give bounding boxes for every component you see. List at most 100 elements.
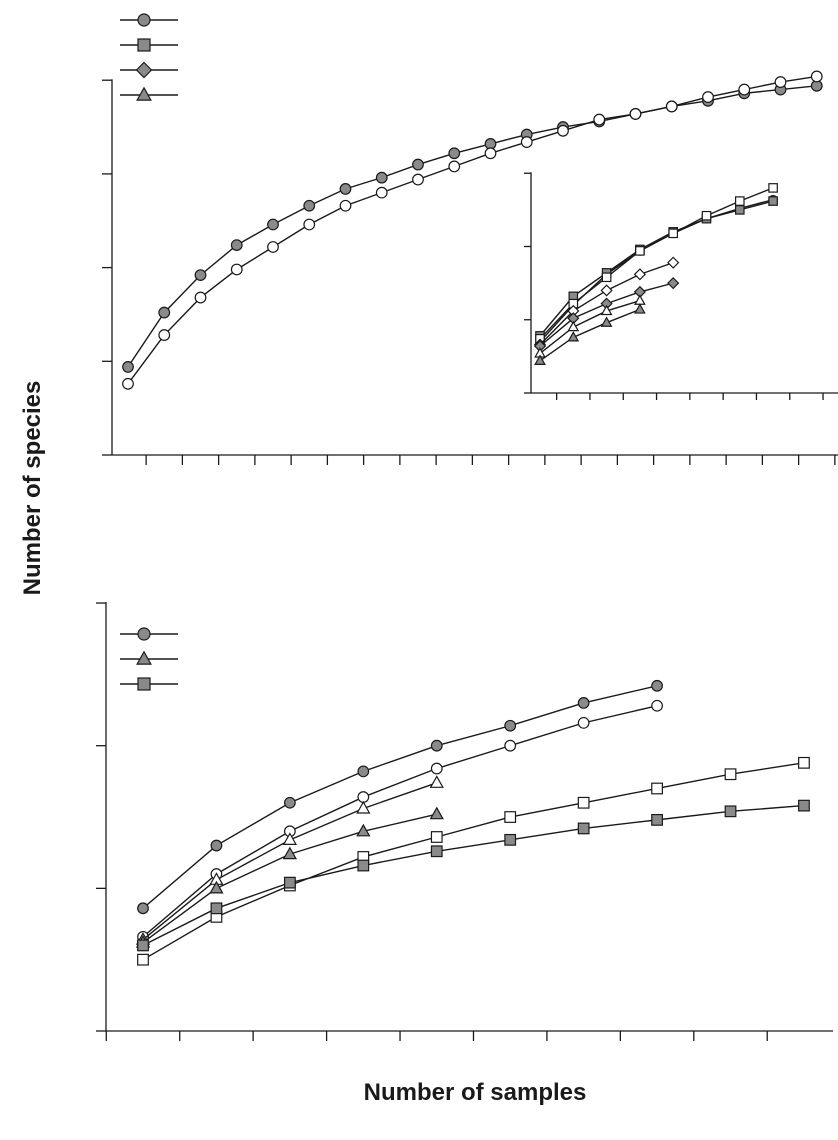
series-circle-open: [137, 699, 663, 943]
data-point: [634, 294, 646, 305]
data-point: [137, 939, 149, 952]
series-line: [142, 705, 658, 938]
data-point: [593, 113, 606, 126]
data-point: [567, 320, 580, 332]
data-point: [122, 377, 134, 390]
data-point: [651, 813, 663, 826]
data-point: [230, 263, 243, 276]
data-point: [504, 719, 517, 732]
series-circle-open: [122, 70, 823, 390]
data-point: [738, 83, 751, 96]
data-point: [667, 256, 680, 269]
data-point: [810, 70, 823, 83]
data-point: [665, 100, 678, 113]
legend-triangle-marker: [136, 86, 152, 101]
data-point: [520, 136, 533, 148]
inset-chart: [524, 172, 838, 400]
series-line: [142, 685, 658, 909]
data-point: [601, 272, 612, 283]
legend-diamond-marker: [135, 61, 153, 79]
y-axis-title: Number of species: [19, 381, 46, 596]
data-point: [283, 876, 296, 889]
data-point: [774, 76, 787, 88]
data-point: [357, 765, 370, 778]
series-circle-filled: [122, 79, 823, 373]
data-point: [504, 811, 517, 823]
data-point: [534, 354, 546, 365]
data-point: [267, 241, 279, 253]
top-chart: [102, 13, 838, 465]
series-line: [539, 300, 641, 354]
data-point: [635, 246, 645, 256]
data-point: [651, 782, 663, 795]
data-point: [430, 845, 443, 858]
data-point: [210, 902, 223, 915]
series-line: [127, 75, 817, 385]
legend-triangle-marker: [136, 650, 152, 665]
data-point: [282, 846, 297, 860]
data-point: [577, 697, 590, 709]
series-line: [539, 200, 774, 337]
data-point: [567, 331, 580, 342]
data-point: [412, 173, 424, 186]
data-point: [448, 160, 461, 173]
data-point: [158, 306, 171, 319]
data-point: [429, 806, 444, 820]
data-point: [484, 147, 497, 160]
data-point: [137, 953, 149, 966]
data-point: [209, 880, 224, 894]
data-point: [701, 210, 712, 221]
legend-circle-marker: [137, 13, 151, 27]
series-triangle-filled: [534, 303, 646, 365]
series-square-filled: [137, 799, 810, 952]
data-point: [339, 199, 352, 212]
data-point: [210, 839, 223, 852]
legend-square-marker: [137, 38, 151, 52]
data-point: [651, 679, 663, 692]
data-point: [429, 775, 444, 788]
bottom-chart: [96, 602, 833, 1041]
data-point: [194, 269, 207, 281]
data-point: [629, 108, 642, 120]
series-triangle-open: [534, 294, 646, 358]
data-point: [798, 756, 810, 769]
data-point: [356, 823, 371, 837]
data-point: [724, 768, 737, 781]
x-axis-title: Number of samples: [364, 1079, 587, 1106]
series-square-open: [137, 756, 810, 966]
data-point: [303, 218, 316, 231]
data-point: [282, 832, 297, 845]
data-point: [702, 91, 714, 103]
data-point: [768, 183, 778, 193]
data-point: [504, 833, 517, 846]
data-point: [798, 799, 810, 812]
series-line: [127, 85, 817, 368]
legend-square-marker: [137, 677, 151, 691]
data-point: [600, 304, 613, 316]
data-point: [356, 800, 371, 814]
data-point: [724, 805, 737, 818]
data-point: [577, 716, 590, 729]
data-point: [600, 284, 613, 297]
data-point: [667, 277, 680, 290]
data-point: [448, 147, 461, 160]
data-point: [634, 303, 646, 314]
data-point: [734, 205, 745, 215]
data-point: [194, 291, 207, 304]
series-line: [142, 762, 805, 961]
data-point: [768, 196, 778, 206]
data-point: [430, 831, 443, 843]
data-point: [577, 796, 590, 809]
data-point: [668, 228, 678, 239]
data-point: [734, 196, 745, 206]
data-point: [122, 361, 134, 373]
data-point: [375, 171, 388, 184]
series-line: [539, 308, 641, 362]
data-point: [375, 186, 388, 199]
data-point: [357, 791, 370, 803]
series-line: [142, 804, 805, 947]
data-point: [577, 822, 590, 835]
legend-circle-marker: [137, 627, 151, 641]
data-point: [267, 218, 279, 231]
